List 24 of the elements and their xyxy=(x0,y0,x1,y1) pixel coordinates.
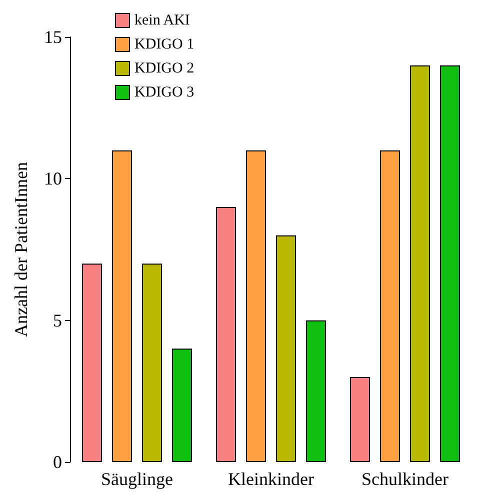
bar xyxy=(216,207,236,462)
y-tick-label: 15 xyxy=(44,27,62,47)
bar xyxy=(142,264,162,462)
bar xyxy=(306,320,326,462)
bar xyxy=(410,65,430,462)
bar xyxy=(112,150,132,462)
y-tick-label: 10 xyxy=(44,168,62,189)
bar xyxy=(276,235,296,462)
legend-label: KDIGO 1 xyxy=(134,36,194,52)
bar xyxy=(246,150,266,462)
bar xyxy=(172,348,192,462)
bar xyxy=(440,65,460,462)
x-tick-label: Säuglinge xyxy=(101,469,173,489)
bar xyxy=(350,377,370,462)
x-tick-label: Kleinkinder xyxy=(228,469,314,489)
y-axis-title: Anzahl der PatientInnen xyxy=(11,162,31,337)
bar xyxy=(82,264,102,462)
y-tick-label: 0 xyxy=(53,452,62,472)
x-tick-label: Schulkinder xyxy=(362,469,448,489)
y-tick-label: 5 xyxy=(53,310,62,330)
legend-label: kein AKI xyxy=(134,12,190,28)
legend-label: KDIGO 2 xyxy=(134,60,194,76)
legend-label: KDIGO 3 xyxy=(134,84,194,100)
bar xyxy=(380,150,400,462)
